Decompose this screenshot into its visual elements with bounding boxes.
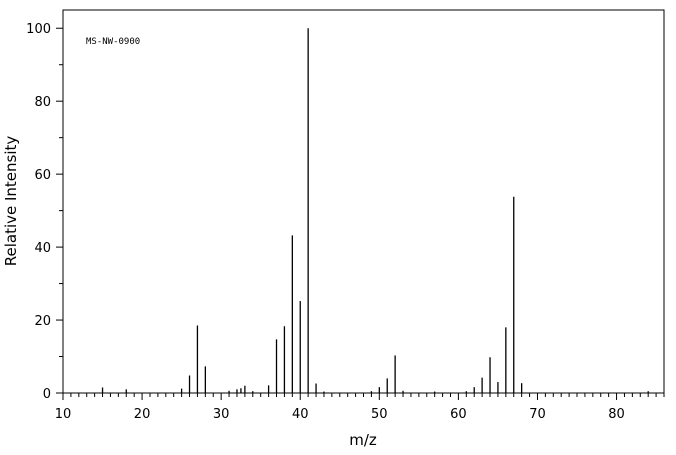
x-tick-labels: 10 20 30 40 50 60 70 80 — [55, 407, 625, 422]
y-tick-label: 40 — [34, 241, 51, 256]
y-tick-label: 80 — [34, 95, 51, 110]
x-tick-label: 10 — [55, 407, 72, 422]
spectrum-lines — [101, 28, 649, 393]
y-tick-label: 60 — [34, 168, 51, 183]
x-tick-label: 50 — [371, 407, 388, 422]
y-axis-title: Relative Intensity — [2, 136, 20, 267]
x-tick-label: 30 — [213, 407, 230, 422]
y-tick-label: 0 — [43, 387, 51, 402]
y-tick-label: 100 — [26, 22, 51, 37]
axis-ticks — [56, 27, 665, 400]
x-tick-label: 70 — [529, 407, 546, 422]
y-tick-label: 20 — [34, 314, 51, 329]
x-axis-title: m/z — [349, 431, 377, 449]
chart-annotation: MS-NW-0900 — [86, 37, 140, 47]
x-tick-label: 20 — [134, 407, 151, 422]
x-tick-label: 40 — [292, 407, 309, 422]
y-tick-labels: 0 20 40 60 80 100 — [26, 22, 51, 402]
plot-frame — [62, 9, 665, 394]
x-tick-label: 80 — [608, 407, 625, 422]
x-tick-label: 60 — [450, 407, 467, 422]
